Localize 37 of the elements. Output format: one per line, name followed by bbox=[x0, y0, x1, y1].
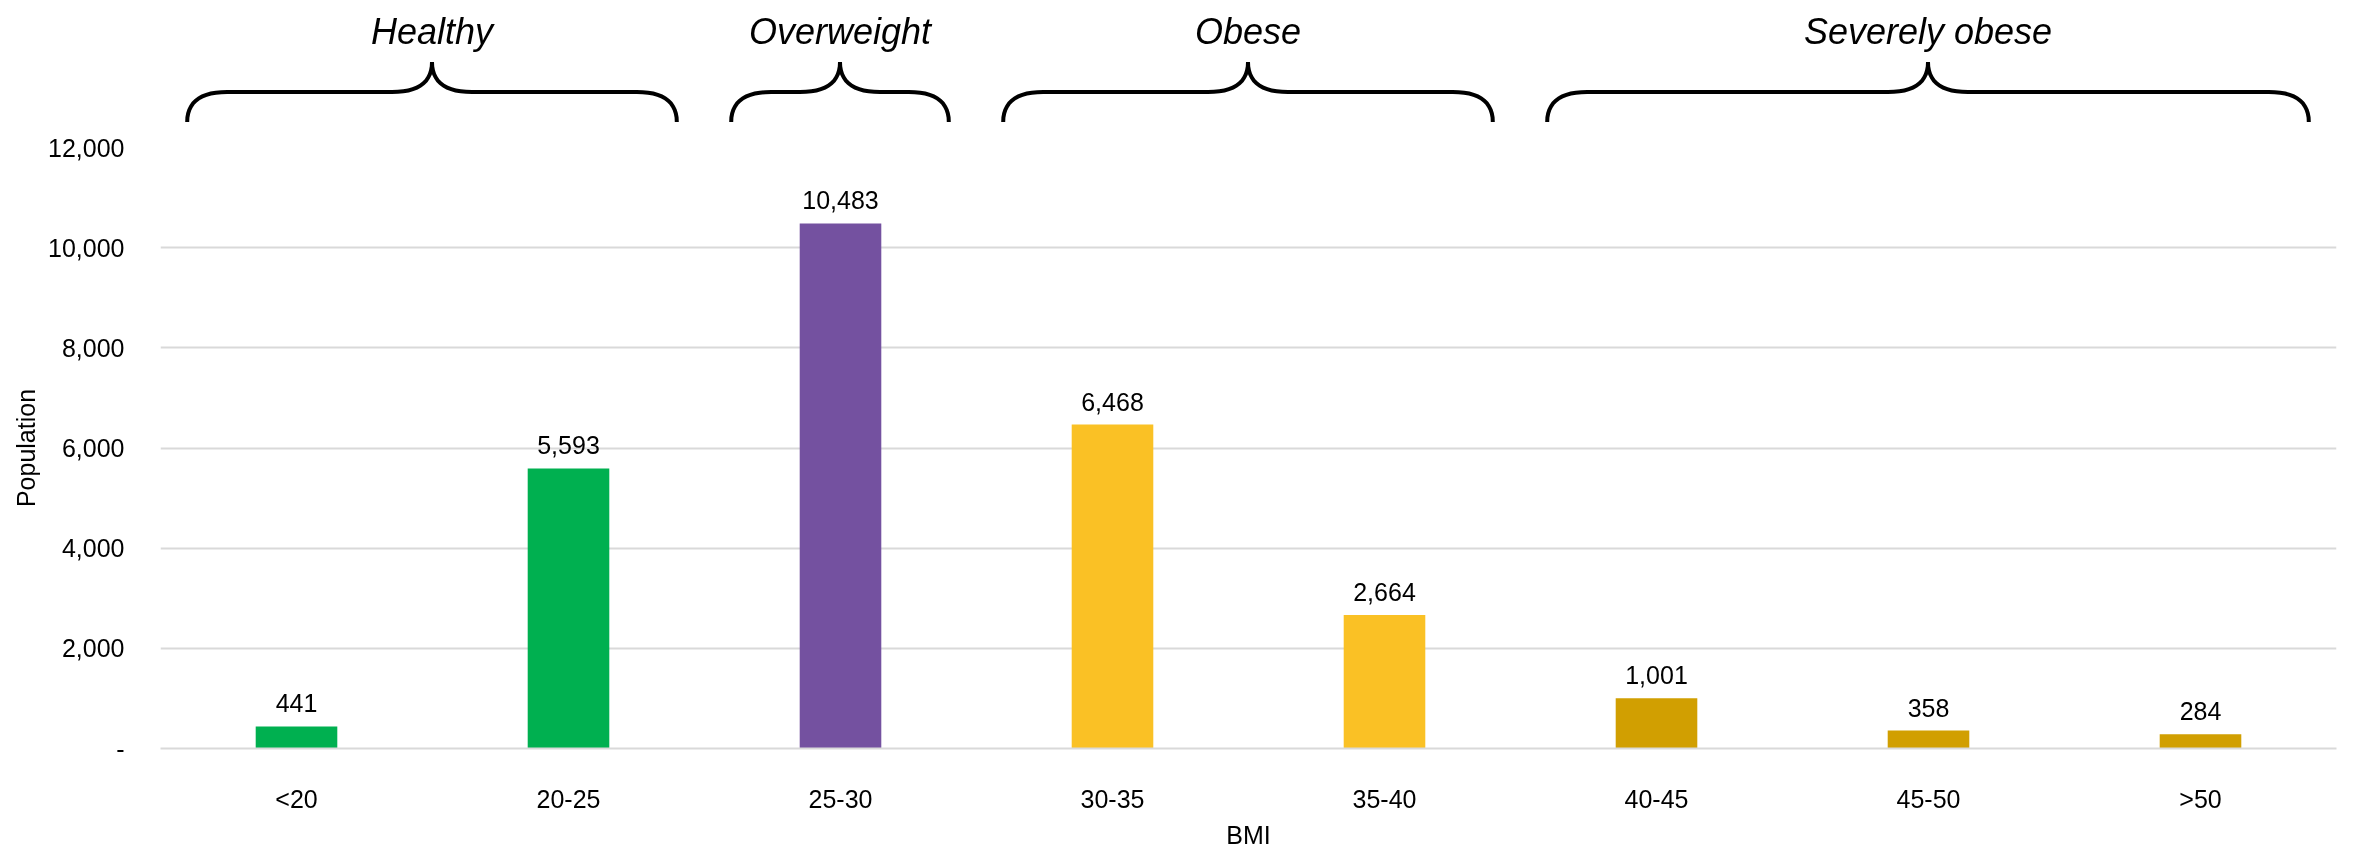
bar bbox=[527, 468, 610, 749]
text: Severely obese bbox=[1803, 10, 2053, 52]
text: Overweight bbox=[748, 10, 934, 52]
y-axis-title: Population bbox=[12, 388, 41, 508]
bar bbox=[255, 726, 338, 749]
data-label: 10,483 bbox=[802, 186, 879, 215]
x-tick-label: 35-40 bbox=[1352, 784, 1417, 813]
data-label: 5,593 bbox=[537, 431, 600, 460]
y-tick-label: - bbox=[116, 734, 125, 763]
x-tick-label: 30-35 bbox=[1080, 784, 1145, 813]
y-tick-label: 12,000 bbox=[48, 133, 125, 162]
bar bbox=[1615, 698, 1698, 749]
y-tick-label: 2,000 bbox=[61, 634, 125, 663]
bar bbox=[799, 223, 882, 749]
x-tick-label: 20-25 bbox=[536, 784, 601, 813]
data-label: 6,468 bbox=[1081, 387, 1144, 416]
bar bbox=[2159, 734, 2242, 749]
text: Obese bbox=[1194, 10, 1302, 52]
x-tick-label: >50 bbox=[2179, 784, 2222, 813]
x-tick-label: 45-50 bbox=[1896, 784, 1961, 813]
x-tick-label: 40-45 bbox=[1624, 784, 1689, 813]
y-tick-label: 4,000 bbox=[61, 534, 125, 563]
text: Healthy bbox=[370, 10, 496, 52]
data-label: 284 bbox=[2179, 697, 2222, 726]
y-tick-label: 10,000 bbox=[48, 233, 125, 262]
data-label: 441 bbox=[275, 689, 318, 718]
bar bbox=[1343, 615, 1426, 749]
bar bbox=[1071, 424, 1154, 749]
y-tick-label: 6,000 bbox=[61, 434, 125, 462]
y-tick-label: 8,000 bbox=[61, 333, 125, 362]
x-axis-title: BMI bbox=[1226, 820, 1271, 849]
x-tick-label: 25-30 bbox=[808, 784, 873, 813]
x-tick-label: <20 bbox=[275, 784, 318, 813]
data-label: 1,001 bbox=[1625, 661, 1688, 690]
data-label: 358 bbox=[1907, 693, 1950, 722]
bar bbox=[1887, 730, 1970, 749]
data-label: 2,664 bbox=[1353, 578, 1416, 607]
